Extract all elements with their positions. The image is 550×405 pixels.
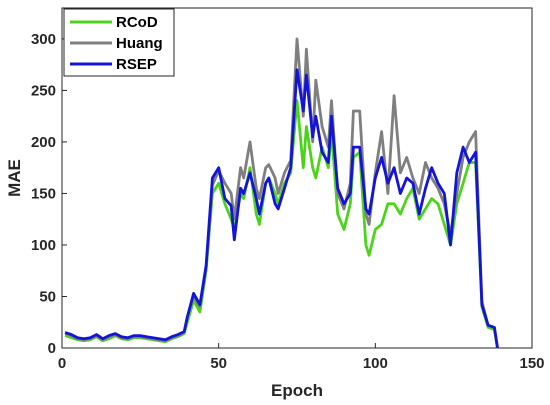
y-tick-label: 100: [31, 237, 56, 254]
y-tick-label: 200: [31, 134, 56, 151]
x-axis-title: Epoch: [271, 381, 323, 400]
series-line-rsep: [64, 68, 499, 349]
x-tick-label: 0: [58, 355, 66, 372]
legend-label-rsep: RSEP: [116, 56, 157, 73]
axis-layer: 0 50 100 150 0 50 100 150 200 250 300: [31, 31, 545, 372]
x-tick-label: 50: [210, 355, 227, 372]
series-layer: [64, 37, 499, 349]
y-tick-label: 300: [31, 31, 56, 48]
x-tick-label: 150: [519, 355, 544, 372]
y-tick-label: 50: [39, 288, 56, 305]
legend-label-rcod: RCoD: [116, 14, 158, 31]
legend-label-huang: Huang: [116, 35, 163, 52]
y-axis-title: MAE: [5, 159, 24, 197]
y-tick-label: 250: [31, 82, 56, 99]
legend: RCoD Huang RSEP: [63, 8, 175, 77]
x-tick-label: 100: [363, 355, 388, 372]
y-tick-label: 0: [48, 340, 56, 357]
y-tick-label: 150: [31, 185, 56, 202]
